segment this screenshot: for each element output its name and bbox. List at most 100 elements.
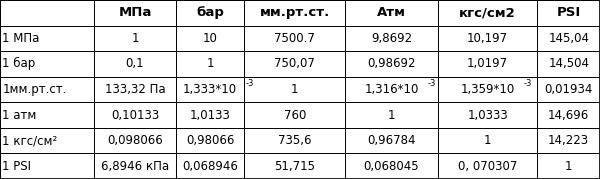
Text: 14,223: 14,223	[548, 134, 589, 147]
Bar	[438, 128, 538, 153]
Text: 1: 1	[565, 160, 572, 173]
Text: -3: -3	[523, 79, 532, 88]
Text: кгс/см2: кгс/см2	[459, 6, 516, 19]
Text: 1 PSI: 1 PSI	[2, 160, 31, 173]
Bar	[438, 51, 538, 77]
Bar	[244, 102, 345, 128]
Text: 0,98692: 0,98692	[367, 57, 416, 70]
Bar	[94, 77, 176, 102]
Bar	[345, 77, 438, 102]
Bar	[438, 0, 538, 26]
Text: 1,359*10: 1,359*10	[460, 83, 515, 96]
Text: 1,0197: 1,0197	[467, 57, 508, 70]
Text: 1мм.рт.ст.: 1мм.рт.ст.	[2, 83, 67, 96]
Text: 1,333*10: 1,333*10	[183, 83, 237, 96]
Bar	[345, 102, 438, 128]
Bar	[94, 102, 176, 128]
Bar	[438, 102, 538, 128]
Text: -3: -3	[427, 79, 436, 88]
Bar	[538, 77, 600, 102]
Bar	[0, 153, 94, 179]
Bar	[345, 128, 438, 153]
Text: Атм: Атм	[377, 6, 406, 19]
Text: 1: 1	[388, 109, 395, 122]
Bar	[244, 26, 345, 51]
Text: 1 бар: 1 бар	[2, 57, 35, 71]
Text: 0,01934: 0,01934	[544, 83, 593, 96]
Bar	[438, 153, 538, 179]
Bar	[244, 128, 345, 153]
Bar	[94, 26, 176, 51]
Text: PSI: PSI	[557, 6, 581, 19]
Bar	[0, 0, 94, 26]
Text: 1: 1	[484, 134, 491, 147]
Bar	[244, 51, 345, 77]
Bar	[244, 0, 345, 26]
Text: 0,98066: 0,98066	[186, 134, 235, 147]
Bar	[0, 102, 94, 128]
Text: 1,0333: 1,0333	[467, 109, 508, 122]
Bar	[244, 153, 345, 179]
Bar	[176, 102, 244, 128]
Text: 1: 1	[131, 32, 139, 45]
Text: 10: 10	[203, 32, 218, 45]
Bar	[345, 153, 438, 179]
Text: 14,504: 14,504	[548, 57, 589, 70]
Bar	[176, 0, 244, 26]
Text: 6,8946 кПа: 6,8946 кПа	[101, 160, 169, 173]
Text: -3: -3	[246, 79, 254, 88]
Bar	[176, 77, 244, 102]
Bar	[345, 51, 438, 77]
Text: 0,96784: 0,96784	[367, 134, 416, 147]
Text: 9,8692: 9,8692	[371, 32, 412, 45]
Text: 7500.7: 7500.7	[274, 32, 315, 45]
Bar	[176, 128, 244, 153]
Text: 735,6: 735,6	[278, 134, 311, 147]
Text: бар: бар	[196, 6, 224, 19]
Bar	[94, 51, 176, 77]
Bar	[538, 26, 600, 51]
Text: 0,10133: 0,10133	[111, 109, 159, 122]
Bar	[438, 77, 538, 102]
Bar	[94, 153, 176, 179]
Bar	[538, 0, 600, 26]
Text: 1: 1	[206, 57, 214, 70]
Text: 145,04: 145,04	[548, 32, 589, 45]
Text: МПа: МПа	[118, 6, 152, 19]
Bar	[176, 51, 244, 77]
Text: 0,068045: 0,068045	[364, 160, 419, 173]
Bar	[0, 128, 94, 153]
Text: 0,068946: 0,068946	[182, 160, 238, 173]
Bar	[438, 26, 538, 51]
Text: 1: 1	[291, 83, 299, 96]
Bar	[0, 26, 94, 51]
Text: 133,32 Па: 133,32 Па	[105, 83, 166, 96]
Bar	[538, 153, 600, 179]
Text: 0, 070307: 0, 070307	[458, 160, 517, 173]
Bar	[94, 128, 176, 153]
Text: 14,696: 14,696	[548, 109, 589, 122]
Bar	[0, 77, 94, 102]
Bar	[345, 0, 438, 26]
Bar	[0, 51, 94, 77]
Bar	[176, 153, 244, 179]
Bar	[94, 0, 176, 26]
Text: 0,1: 0,1	[126, 57, 145, 70]
Bar	[345, 26, 438, 51]
Text: 1,0133: 1,0133	[190, 109, 230, 122]
Text: 760: 760	[284, 109, 306, 122]
Text: 1,316*10: 1,316*10	[364, 83, 419, 96]
Bar	[244, 77, 345, 102]
Text: 0,098066: 0,098066	[107, 134, 163, 147]
Text: мм.рт.ст.: мм.рт.ст.	[260, 6, 330, 19]
Bar	[538, 51, 600, 77]
Text: 51,715: 51,715	[274, 160, 315, 173]
Bar	[538, 102, 600, 128]
Bar	[176, 26, 244, 51]
Text: 1 МПа: 1 МПа	[2, 32, 40, 45]
Text: 10,197: 10,197	[467, 32, 508, 45]
Text: 1 кгс/см²: 1 кгс/см²	[2, 134, 58, 147]
Bar	[538, 128, 600, 153]
Text: 750,07: 750,07	[274, 57, 315, 70]
Text: 1 атм: 1 атм	[2, 109, 37, 122]
